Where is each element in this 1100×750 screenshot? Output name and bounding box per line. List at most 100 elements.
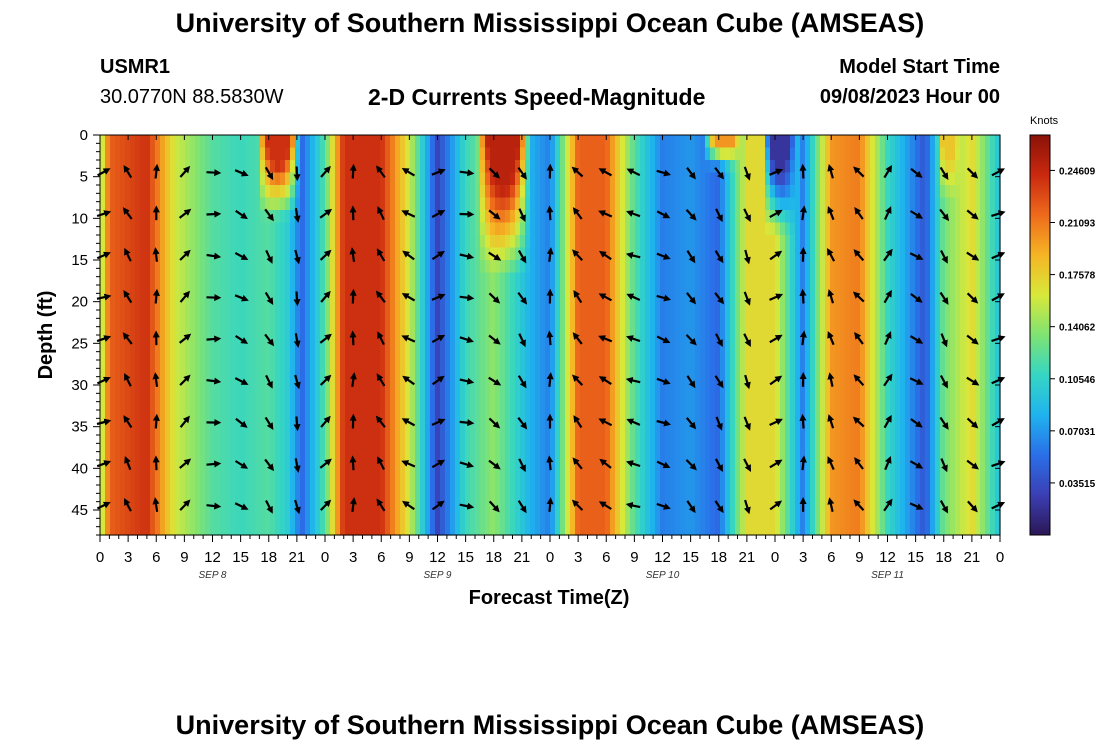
heatmap-cell: [460, 522, 466, 536]
heatmap-cell: [270, 472, 276, 486]
heatmap-cell: [170, 172, 176, 186]
heatmap-cell: [580, 472, 586, 486]
heatmap-cell: [795, 285, 801, 299]
heatmap-cell: [345, 297, 351, 311]
heatmap-cell: [250, 472, 256, 486]
heatmap-cell: [750, 160, 756, 174]
heatmap-cell: [840, 497, 846, 511]
heatmap-cell: [725, 522, 731, 536]
heatmap-cell: [445, 222, 451, 236]
heatmap-cell: [400, 197, 406, 211]
heatmap-cell: [380, 147, 386, 161]
heatmap-cell: [125, 197, 131, 211]
heatmap-cell: [645, 322, 651, 336]
heatmap-cell: [550, 260, 556, 274]
heatmap-cell: [500, 335, 506, 349]
heatmap-cell: [680, 185, 686, 199]
heatmap-cell: [575, 322, 581, 336]
heatmap-cell: [255, 172, 261, 186]
heatmap-cell: [245, 447, 251, 461]
heatmap-cell: [475, 297, 481, 311]
heatmap-cell: [425, 210, 431, 224]
heatmap-cell: [325, 397, 331, 411]
heatmap-cell: [140, 397, 146, 411]
heatmap-cell: [370, 285, 376, 299]
heatmap-cell: [730, 235, 736, 249]
heatmap-cell: [360, 197, 366, 211]
heatmap-cell: [170, 347, 176, 361]
heatmap-cell: [470, 297, 476, 311]
heatmap-cell: [200, 235, 206, 249]
heatmap-cell: [510, 210, 516, 224]
heatmap-cell: [375, 422, 381, 436]
heatmap-cell: [310, 385, 316, 399]
heatmap-cell: [820, 297, 826, 311]
heatmap-cell: [830, 272, 836, 286]
heatmap-cell: [345, 147, 351, 161]
heatmap-cell: [385, 422, 391, 436]
heatmap-cell: [305, 160, 311, 174]
heatmap-cell: [600, 197, 606, 211]
heatmap-cell: [310, 147, 316, 161]
heatmap-cell: [595, 222, 601, 236]
heatmap-cell: [355, 397, 361, 411]
heatmap-cell: [260, 410, 266, 424]
heatmap-cell: [785, 247, 791, 261]
heatmap-cell: [180, 197, 186, 211]
heatmap-cell: [580, 410, 586, 424]
heatmap-cell: [585, 235, 591, 249]
heatmap-cell: [620, 460, 626, 474]
heatmap-cell: [110, 397, 116, 411]
heatmap-cell: [560, 172, 566, 186]
heatmap-cell: [815, 410, 821, 424]
heatmap-cell: [865, 260, 871, 274]
heatmap-cell: [185, 272, 191, 286]
heatmap-cell: [435, 410, 441, 424]
heatmap-cell: [835, 135, 841, 149]
heatmap-cell: [730, 522, 736, 536]
heatmap-cell: [785, 160, 791, 174]
heatmap-cell: [825, 222, 831, 236]
heatmap-cell: [150, 322, 156, 336]
heatmap-cell: [680, 160, 686, 174]
heatmap-cell: [185, 422, 191, 436]
heatmap-cell: [405, 147, 411, 161]
heatmap-cell: [235, 235, 241, 249]
heatmap-cell: [160, 472, 166, 486]
heatmap-cell: [420, 510, 426, 524]
heatmap-cell: [420, 522, 426, 536]
heatmap-cell: [465, 322, 471, 336]
heatmap-cell: [110, 447, 116, 461]
heatmap-cell: [165, 422, 171, 436]
heatmap-cell: [245, 172, 251, 186]
heatmap-cell: [590, 185, 596, 199]
heatmap-cell: [775, 210, 781, 224]
heatmap-cell: [360, 460, 366, 474]
heatmap-cell: [595, 397, 601, 411]
heatmap-cell: [265, 272, 271, 286]
heatmap-cell: [275, 222, 281, 236]
heatmap-cell: [680, 260, 686, 274]
heatmap-cell: [155, 260, 161, 274]
heatmap-cell: [350, 135, 356, 149]
heatmap-cell: [245, 135, 251, 149]
heatmap-cell: [425, 435, 431, 449]
heatmap-cell: [700, 322, 706, 336]
heatmap-cell: [125, 147, 131, 161]
heatmap-cell: [180, 297, 186, 311]
heatmap-cell: [325, 485, 331, 499]
heatmap-cell: [210, 160, 216, 174]
heatmap-cell: [385, 322, 391, 336]
heatmap-cell: [385, 210, 391, 224]
heatmap-cell: [735, 297, 741, 311]
heatmap-cell: [635, 460, 641, 474]
heatmap-cell: [825, 335, 831, 349]
heatmap-cell: [760, 260, 766, 274]
heatmap-cell: [370, 172, 376, 186]
heatmap-cell: [865, 497, 871, 511]
heatmap-cell: [835, 472, 841, 486]
heatmap-cell: [605, 260, 611, 274]
heatmap-cell: [600, 422, 606, 436]
heatmap-cell: [100, 285, 106, 299]
heatmap-cell: [805, 210, 811, 224]
